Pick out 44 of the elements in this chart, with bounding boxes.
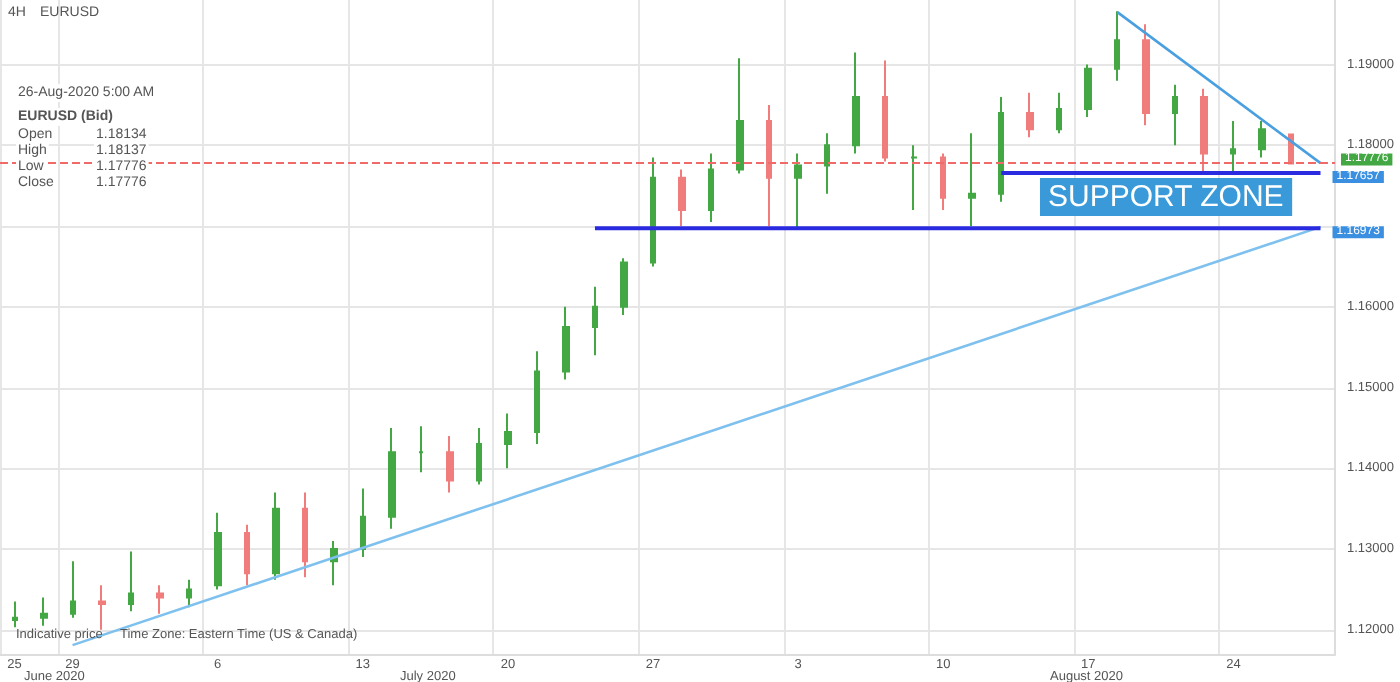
candlestick [824, 132, 830, 195]
candlestick [1056, 91, 1062, 135]
candlestick [1084, 63, 1092, 119]
candlestick [186, 578, 192, 609]
candlestick [534, 350, 540, 446]
candlestick [360, 487, 366, 559]
candlestick [418, 425, 424, 474]
candlestick [1142, 23, 1150, 127]
candlestick [940, 152, 946, 211]
candlestick [766, 103, 772, 228]
candlestick [882, 59, 888, 163]
candlestick [562, 305, 570, 381]
candlestick [910, 144, 918, 211]
candlestick [650, 156, 656, 268]
candlestick [98, 584, 106, 631]
candlestick [476, 426, 482, 486]
annotation: SUPPORT ZONE [1048, 180, 1284, 214]
candlestick [708, 152, 714, 224]
candlestick [968, 132, 976, 228]
candlestick [1258, 120, 1266, 159]
candlestick [214, 511, 222, 591]
candlestick [70, 560, 76, 619]
candlestick [446, 435, 454, 494]
candlestick [1114, 10, 1120, 82]
candlestick [302, 491, 308, 579]
candlestick [504, 412, 512, 470]
candlestick [1172, 83, 1178, 147]
candlestick [1026, 91, 1034, 139]
candlestick [156, 584, 164, 615]
candlestick [388, 426, 396, 530]
candlestick [794, 152, 802, 230]
candlestick [1230, 120, 1236, 175]
candlestick [40, 596, 48, 627]
candlestick [736, 57, 744, 175]
candlestick [852, 51, 860, 155]
candlestick [244, 523, 250, 587]
candlestick [678, 168, 686, 228]
candlestick [1200, 87, 1208, 175]
candlestick [12, 600, 18, 629]
candlestick [272, 491, 280, 581]
candlestick [592, 285, 598, 357]
candlestick [998, 95, 1004, 203]
candlestick [620, 257, 628, 316]
candlestick [128, 550, 134, 613]
